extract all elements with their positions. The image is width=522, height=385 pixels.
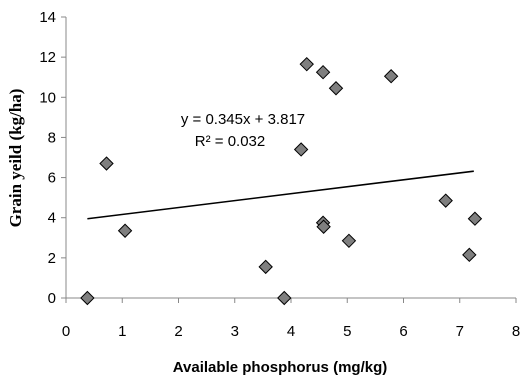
y-tick-label: 10 xyxy=(39,89,56,106)
x-tick-label: 4 xyxy=(287,323,295,340)
data-point xyxy=(277,290,292,306)
y-tick-label: 14 xyxy=(39,9,56,26)
data-point xyxy=(315,64,331,80)
data-point xyxy=(80,290,95,306)
trendline xyxy=(87,170,474,220)
data-point xyxy=(462,247,477,263)
x-tick-label: 5 xyxy=(343,323,351,340)
x-axis-label: Available phosphorus (mg/kg) xyxy=(173,359,387,376)
data-point xyxy=(299,56,314,72)
trendline-equation: y = 0.345x + 3.817 xyxy=(181,111,305,128)
trendline-r-squared: R² = 0.032 xyxy=(195,133,265,150)
data-point xyxy=(328,81,344,96)
data-point xyxy=(341,233,357,249)
chart-axes xyxy=(65,17,516,299)
y-tick-label: 2 xyxy=(48,250,56,267)
x-tick-label: 2 xyxy=(174,323,182,340)
y-tick-label: 4 xyxy=(48,210,56,227)
x-tick-label: 0 xyxy=(62,323,70,340)
y-tick-label: 0 xyxy=(48,290,56,307)
y-tick-label: 8 xyxy=(48,129,56,146)
x-tick-label: 8 xyxy=(512,323,520,340)
data-point xyxy=(99,156,114,171)
data-point xyxy=(467,211,483,226)
data-point xyxy=(316,219,331,234)
data-point xyxy=(293,142,309,157)
y-tick-label: 12 xyxy=(39,49,56,66)
y-tick-label: 6 xyxy=(48,170,56,187)
data-point xyxy=(383,69,399,84)
data-point xyxy=(438,193,453,208)
x-tick-label: 6 xyxy=(399,323,407,340)
x-tick-label: 1 xyxy=(118,323,126,340)
chart-marks xyxy=(80,56,483,306)
x-tick-label: 3 xyxy=(231,323,239,340)
x-tick-label: 7 xyxy=(456,323,464,340)
data-point xyxy=(258,259,273,275)
data-point xyxy=(117,223,133,238)
y-axis-label: Grain yeild (kg/ha) xyxy=(6,89,25,228)
